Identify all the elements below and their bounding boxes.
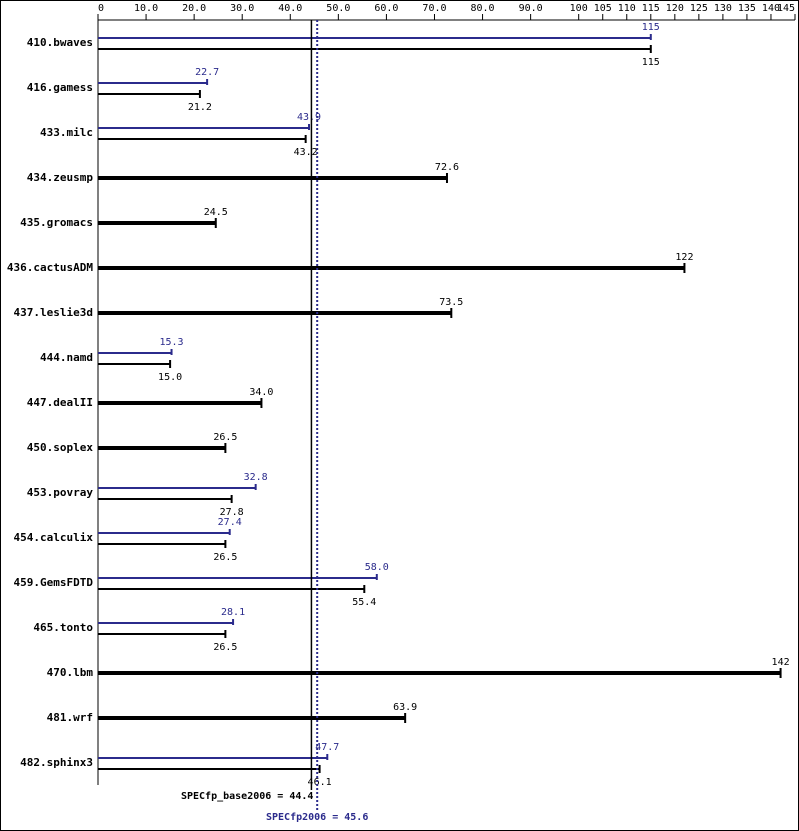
bar bbox=[98, 498, 232, 500]
x-tick-label: 40.0 bbox=[278, 3, 302, 14]
value-label: 63.9 bbox=[393, 702, 417, 713]
value-label: 22.7 bbox=[195, 67, 219, 78]
category-label: 482.sphinx3 bbox=[20, 756, 93, 769]
value-label: 142 bbox=[772, 657, 790, 668]
value-label: 43.9 bbox=[297, 112, 321, 123]
value-label: 115 bbox=[642, 57, 660, 68]
bar bbox=[98, 532, 230, 534]
category-label: 410.bwaves bbox=[27, 36, 93, 49]
value-label: 43.2 bbox=[294, 147, 318, 158]
x-tick-label: 50.0 bbox=[326, 3, 350, 14]
x-tick-label: 90.0 bbox=[519, 3, 543, 14]
category-label: 465.tonto bbox=[33, 621, 93, 634]
x-tick-label: 30.0 bbox=[230, 3, 254, 14]
bar bbox=[98, 221, 216, 225]
x-tick-label: 130 bbox=[714, 3, 732, 14]
x-tick-label: 0 bbox=[98, 3, 104, 14]
bar bbox=[98, 487, 256, 489]
bar bbox=[98, 311, 452, 315]
x-tick-label: 140 bbox=[762, 3, 780, 14]
bar bbox=[98, 93, 200, 95]
category-label: 436.cactusADM bbox=[7, 261, 93, 274]
category-label: 450.soplex bbox=[27, 441, 94, 454]
bar bbox=[98, 588, 365, 590]
x-tick-label: 125 bbox=[690, 3, 708, 14]
category-label: 453.povray bbox=[27, 486, 94, 499]
value-label: 15.3 bbox=[159, 337, 183, 348]
category-label: 435.gromacs bbox=[20, 216, 93, 229]
value-label: 34.0 bbox=[249, 387, 273, 398]
x-tick-label: 60.0 bbox=[374, 3, 398, 14]
value-label: 24.5 bbox=[204, 207, 228, 218]
x-tick-label: 120 bbox=[666, 3, 684, 14]
value-label: 73.5 bbox=[439, 297, 463, 308]
value-label: 28.1 bbox=[221, 607, 245, 618]
value-label: 15.0 bbox=[158, 372, 182, 383]
x-tick-label: 105 bbox=[594, 3, 612, 14]
bar bbox=[98, 446, 226, 450]
bar bbox=[98, 633, 226, 635]
value-label: 72.6 bbox=[435, 162, 459, 173]
value-label: 46.1 bbox=[308, 777, 332, 788]
reference-label: SPECfp2006 = 45.6 bbox=[266, 812, 368, 823]
bar bbox=[98, 363, 171, 365]
category-label: 454.calculix bbox=[14, 531, 94, 544]
x-tick-label: 70.0 bbox=[422, 3, 446, 14]
x-tick-label: 135 bbox=[738, 3, 756, 14]
bar bbox=[98, 543, 226, 545]
bar bbox=[98, 352, 172, 354]
bar bbox=[98, 138, 306, 140]
value-label: 26.5 bbox=[213, 642, 237, 653]
bar bbox=[98, 401, 262, 405]
category-label: 459.GemsFDTD bbox=[14, 576, 94, 589]
category-label: 437.leslie3d bbox=[14, 306, 93, 319]
value-label: 55.4 bbox=[352, 597, 376, 608]
bar bbox=[98, 577, 377, 579]
value-label: 115 bbox=[642, 22, 660, 33]
x-tick-label: 110 bbox=[618, 3, 636, 14]
value-label: 32.8 bbox=[244, 472, 268, 483]
bar bbox=[98, 671, 781, 675]
category-label: 470.lbm bbox=[47, 666, 94, 679]
x-tick-label: 20.0 bbox=[182, 3, 206, 14]
value-label: 58.0 bbox=[365, 562, 389, 573]
x-tick-label: 80.0 bbox=[471, 3, 495, 14]
value-label: 27.4 bbox=[218, 517, 242, 528]
x-tick-label: 115 bbox=[642, 3, 660, 14]
value-label: 26.5 bbox=[213, 432, 237, 443]
category-label: 434.zeusmp bbox=[27, 171, 94, 184]
category-label: 444.namd bbox=[40, 351, 93, 364]
value-label: 47.7 bbox=[315, 742, 339, 753]
bar bbox=[98, 622, 234, 624]
bar bbox=[98, 82, 208, 84]
value-label: 26.5 bbox=[213, 552, 237, 563]
bar bbox=[98, 716, 406, 720]
reference-label: SPECfp_base2006 = 44.4 bbox=[181, 791, 313, 802]
bar bbox=[98, 176, 447, 180]
x-tick-label: 10.0 bbox=[134, 3, 158, 14]
category-label: 481.wrf bbox=[47, 711, 93, 724]
x-tick-label: 145 bbox=[777, 3, 795, 14]
bar bbox=[98, 768, 320, 770]
bar bbox=[98, 266, 685, 270]
value-label: 27.8 bbox=[220, 507, 244, 518]
bar bbox=[98, 48, 651, 50]
x-tick-label: 100 bbox=[570, 3, 588, 14]
category-label: 447.dealII bbox=[27, 396, 93, 409]
value-label: 122 bbox=[675, 252, 693, 263]
category-label: 433.milc bbox=[40, 126, 93, 139]
bar bbox=[98, 757, 328, 759]
bar bbox=[98, 127, 310, 129]
bar bbox=[98, 37, 651, 39]
value-label: 21.2 bbox=[188, 102, 212, 113]
category-label: 416.gamess bbox=[27, 81, 93, 94]
